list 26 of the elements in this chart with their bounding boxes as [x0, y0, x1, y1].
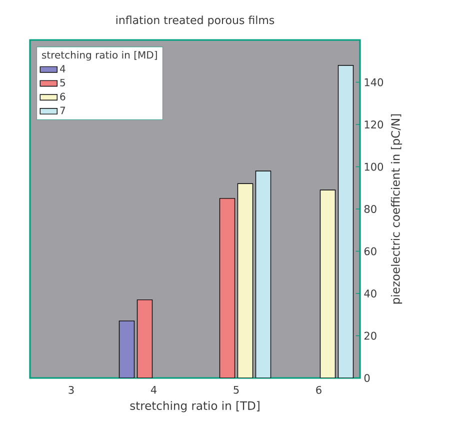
bar	[219, 198, 236, 378]
bar	[237, 183, 254, 378]
legend-label: 7	[60, 106, 66, 114]
y-tick-label: 40	[364, 290, 376, 298]
y-tick-label: 0	[364, 374, 370, 382]
bar	[255, 170, 272, 378]
chart-title: inflation treated porous films	[116, 16, 274, 26]
bar	[136, 299, 153, 378]
bar	[320, 190, 336, 378]
y-tick-label: 120	[364, 120, 384, 128]
y-tick-label: 60	[364, 247, 376, 256]
y-tick-label: 140	[364, 78, 384, 86]
legend-label: 4	[60, 65, 66, 72]
x-axis-title: stretching ratio in [TD]	[130, 401, 260, 412]
legend-label: 5	[60, 78, 65, 86]
y-tick-label: 20	[364, 332, 376, 340]
y-tick-label: 100	[364, 162, 384, 171]
x-tick-label: 5	[234, 386, 239, 394]
legend-title: stretching ratio in [MD]	[42, 50, 157, 61]
x-tick-label: 4	[150, 386, 157, 394]
y-tick-label: 80	[364, 205, 376, 213]
bar	[338, 65, 354, 378]
x-tick-label: 3	[68, 386, 74, 394]
legend-label: 6	[60, 92, 66, 100]
y-axis-title: piezoelectric coefficient in [pC/N]	[390, 114, 402, 304]
x-tick-label: 6	[316, 386, 322, 394]
